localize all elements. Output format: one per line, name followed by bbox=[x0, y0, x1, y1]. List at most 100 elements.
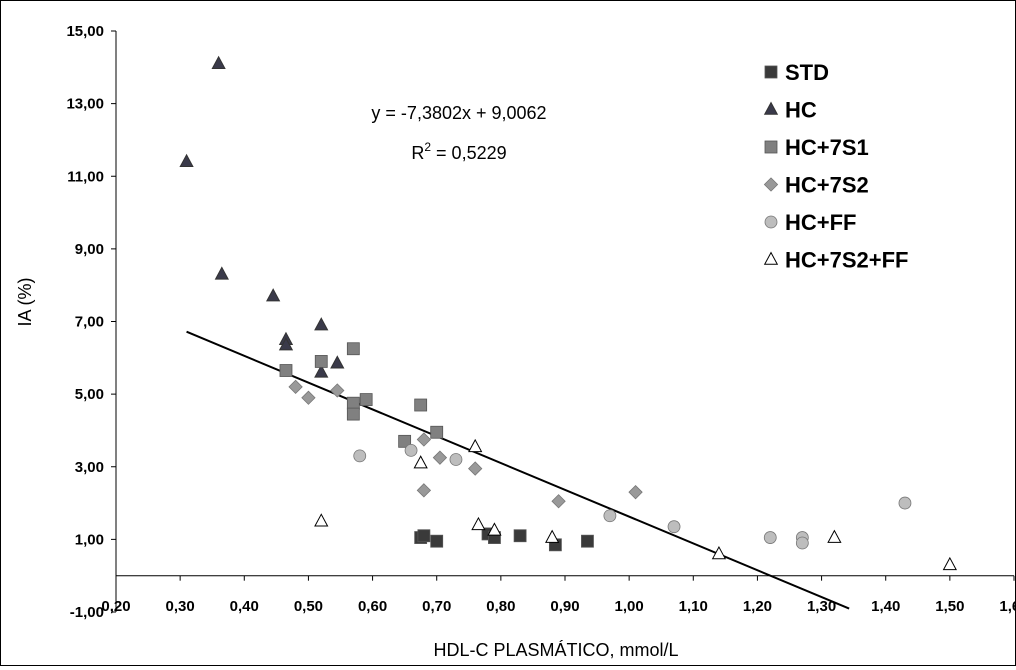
series-hc-plus-7s2 bbox=[288, 379, 643, 509]
data-point bbox=[468, 461, 483, 476]
y-tick-label: 9,00 bbox=[75, 241, 104, 258]
data-point bbox=[471, 516, 486, 531]
data-point bbox=[330, 355, 345, 369]
legend-label: HC+7S1 bbox=[785, 135, 869, 160]
x-tick-label: 0,90 bbox=[550, 598, 579, 615]
data-point bbox=[346, 407, 360, 421]
trendline-equation: y = -7,3802x + 9,0062 bbox=[371, 103, 546, 123]
data-point bbox=[214, 266, 229, 280]
legend-label: HC+7S2 bbox=[785, 173, 869, 198]
data-point bbox=[551, 494, 566, 509]
x-tick-label: 1,30 bbox=[807, 598, 836, 615]
data-point bbox=[449, 453, 463, 466]
y-tick-label: 7,00 bbox=[75, 314, 104, 331]
r-squared-label: R2 = 0,5229 bbox=[411, 140, 506, 163]
x-tick-label: 0,40 bbox=[230, 598, 259, 615]
y-axis-title: IA (%) bbox=[15, 277, 35, 326]
legend-swatch bbox=[763, 177, 779, 192]
x-tick-label: 0,30 bbox=[166, 598, 195, 615]
legend-label: STD bbox=[785, 60, 829, 85]
trendline bbox=[186, 330, 850, 610]
data-point bbox=[314, 317, 329, 331]
x-tick-label: 1,10 bbox=[679, 598, 708, 615]
legend-item-hc-plus-7s2-plus-ff: HC+7S2+FF bbox=[763, 248, 909, 273]
axes: -1,00 1,00 3,00 5,00 7,00 9,00 11,00 13,00 15,00… bbox=[66, 23, 1016, 621]
data-point bbox=[487, 522, 502, 536]
y-tick-label: 11,00 bbox=[67, 168, 104, 185]
x-tick-label: 0,50 bbox=[294, 598, 323, 615]
legend-swatch bbox=[763, 251, 779, 265]
data-point bbox=[314, 513, 329, 527]
data-point bbox=[346, 342, 360, 356]
y-tick-label: 13,00 bbox=[66, 96, 104, 113]
data-point bbox=[359, 393, 373, 406]
data-point bbox=[279, 364, 293, 377]
data-point bbox=[346, 396, 360, 410]
legend-item-hc: HC bbox=[763, 98, 817, 123]
data-point bbox=[545, 529, 560, 543]
data-point bbox=[314, 355, 328, 368]
legend-label: HC+FF bbox=[785, 210, 857, 235]
data-point bbox=[430, 425, 444, 439]
legend-label: HC+7S2+FF bbox=[785, 248, 909, 273]
legend: STD HC HC+7S1 HC+7S2 HC+FF HC+7S2+FF bbox=[763, 60, 909, 273]
y-tick-label: 1,00 bbox=[75, 531, 104, 548]
data-point bbox=[667, 520, 681, 534]
data-point bbox=[513, 529, 527, 543]
x-tick-label: 1,20 bbox=[743, 598, 772, 615]
data-point bbox=[827, 529, 842, 543]
data-point bbox=[763, 531, 777, 544]
data-point bbox=[942, 556, 957, 571]
x-axis-title: HDL-C PLASMÁTICO, mmol/L bbox=[433, 640, 678, 660]
series-std bbox=[414, 527, 594, 552]
y-tick-label: 5,00 bbox=[75, 386, 104, 403]
data-point bbox=[430, 534, 444, 548]
data-point bbox=[417, 529, 431, 543]
legend-swatch bbox=[763, 101, 779, 115]
x-tick-label: 0,70 bbox=[422, 598, 451, 615]
legend-swatch bbox=[764, 215, 778, 229]
legend-item-std: STD bbox=[764, 60, 829, 85]
data-point bbox=[628, 485, 643, 500]
x-tick-label: 0,20 bbox=[101, 598, 130, 615]
data-point bbox=[398, 434, 412, 448]
x-tick-label: 1,60 bbox=[999, 598, 1015, 615]
legend-swatch bbox=[764, 65, 778, 79]
data-points bbox=[179, 55, 957, 571]
data-point bbox=[266, 288, 281, 302]
data-point bbox=[416, 483, 432, 498]
series-hc-plus-ff bbox=[353, 444, 912, 550]
y-tick-label: 15,00 bbox=[66, 23, 104, 40]
x-tick-label: 1,50 bbox=[935, 598, 964, 615]
data-point bbox=[353, 449, 367, 463]
legend-item-hc-plus-7s2: HC+7S2 bbox=[763, 173, 869, 198]
legend-item-hc-plus-ff: HC+FF bbox=[764, 210, 857, 235]
data-point bbox=[278, 337, 294, 351]
series-hc-plus-7s1 bbox=[279, 342, 444, 448]
y-tick-label: 3,00 bbox=[75, 459, 104, 476]
data-point bbox=[414, 398, 428, 412]
data-point bbox=[179, 153, 194, 168]
series-hc-plus-7s2-plus-ff bbox=[314, 438, 957, 571]
x-tick-label: 0,80 bbox=[486, 598, 515, 615]
data-point bbox=[413, 455, 428, 469]
data-point bbox=[898, 496, 912, 510]
y-tick-label: -1,00 bbox=[70, 604, 104, 621]
data-point bbox=[711, 545, 727, 560]
data-point bbox=[432, 450, 448, 465]
data-point bbox=[301, 390, 316, 405]
data-point bbox=[603, 509, 617, 523]
data-point bbox=[581, 534, 594, 548]
data-point bbox=[468, 438, 483, 453]
data-point bbox=[795, 536, 809, 550]
data-point bbox=[416, 432, 432, 447]
x-tick-label: 1,40 bbox=[871, 598, 900, 615]
data-point bbox=[330, 383, 345, 398]
data-point bbox=[288, 379, 303, 395]
x-tick-label: 0,60 bbox=[358, 598, 387, 615]
series-hc bbox=[179, 55, 345, 378]
data-point bbox=[314, 364, 329, 378]
data-point bbox=[211, 55, 226, 69]
